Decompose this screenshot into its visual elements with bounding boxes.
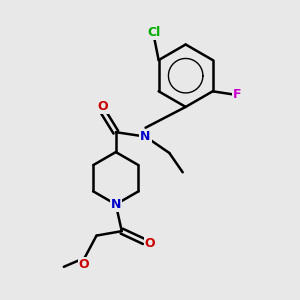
Text: Cl: Cl: [148, 26, 161, 39]
Text: N: N: [140, 130, 151, 143]
Text: N: N: [111, 198, 121, 211]
Text: F: F: [233, 88, 242, 101]
Text: O: O: [98, 100, 108, 112]
Text: O: O: [145, 236, 155, 250]
Text: O: O: [79, 258, 89, 271]
